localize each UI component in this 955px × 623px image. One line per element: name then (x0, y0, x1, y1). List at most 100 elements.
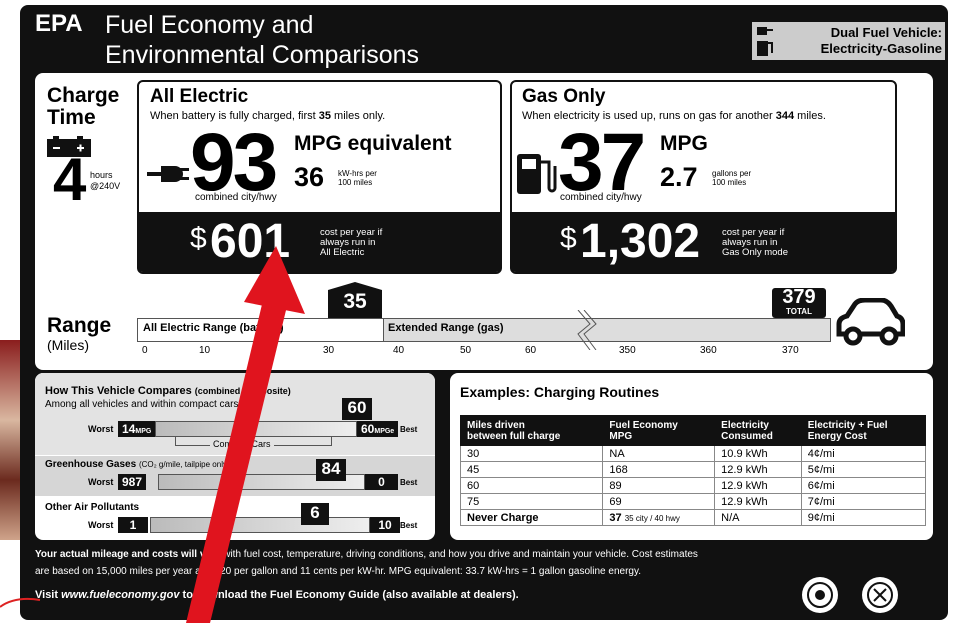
pollutants-scale (150, 517, 370, 533)
charge-hours: 4 (53, 150, 86, 210)
pump-icon (515, 148, 557, 198)
pollutants-rating: 6 (301, 503, 329, 525)
hours-unit: hours (90, 170, 113, 180)
range-label: Range (47, 314, 111, 338)
plug-icon (147, 163, 192, 185)
greenhouse-rating: 84 (316, 459, 346, 481)
note-text: miles. (794, 110, 826, 122)
best-value: 0 (365, 474, 398, 490)
worst-value: 1 (118, 517, 148, 533)
range-tick: 350 (619, 345, 636, 356)
cost-note-line: Gas Only mode (722, 247, 788, 258)
unit-line: 100 miles (338, 178, 372, 187)
gallons-unit: gallons per100 miles (712, 169, 751, 187)
table-row: 608912.9 kWh6¢/mi (461, 478, 926, 494)
compare-title: How This Vehicle Compares (combined comp… (45, 385, 291, 397)
cost-note-line: All Electric (320, 247, 364, 258)
all-electric-title: All Electric (150, 86, 248, 108)
extended-range-label: Extended Range (gas) (388, 322, 504, 334)
cell: 75 (461, 494, 603, 510)
plug-pump-icon (755, 25, 777, 57)
charge-time-line: Charge (47, 84, 119, 107)
worst-label: Worst (88, 424, 113, 434)
gallons-value: 2.7 (660, 162, 698, 193)
unit-line: gallons per (712, 169, 751, 178)
footer-bold: Your actual mileage and costs will vary (35, 549, 220, 560)
best-label: Best (400, 425, 417, 434)
charge-time-line: Time (47, 106, 96, 129)
footer-text: with fuel cost, temperature, driving con… (220, 549, 697, 560)
cell: NA (603, 446, 715, 462)
class-label: Compact Cars (210, 439, 274, 449)
car-icon (835, 298, 905, 348)
cell: 7¢/mi (801, 494, 925, 510)
range-tick: 50 (460, 345, 471, 356)
compare-title-note: (combined composite) (195, 386, 291, 396)
chip-number: 14 (122, 422, 135, 436)
agency-seals (800, 575, 900, 617)
range-tick: 30 (323, 345, 334, 356)
header-line: MPG (609, 431, 632, 442)
kwh-value: 36 (294, 162, 324, 193)
cell: 6¢/mi (801, 478, 925, 494)
cell: 89 (603, 478, 715, 494)
electric-cost: 601 (210, 214, 290, 270)
electric-range-label: All Electric Range (battery) (143, 322, 284, 334)
cell: 4¢/mi (801, 446, 925, 462)
pollutants-label: Other Air Pollutants (45, 502, 139, 513)
cost-symbol: $ (190, 222, 207, 256)
compare-subtitle: Among all vehicles and within compact ca… (45, 399, 238, 410)
worst-value: 987 (118, 474, 146, 490)
column-header: Miles drivenbetween full charge (461, 416, 603, 446)
range-tick: 20 (261, 345, 272, 356)
cell: 60 (461, 478, 603, 494)
cell: 12.9 kWh (715, 478, 802, 494)
best-value: 60MPGe (357, 421, 398, 437)
charge-time-label: ChargeTime (47, 85, 119, 129)
cell: 168 (603, 462, 715, 478)
cell-note: 35 city / 40 hwy (625, 514, 680, 523)
range-tick: 360 (700, 345, 717, 356)
note-miles: 344 (776, 110, 794, 122)
range-tick: 10 (199, 345, 210, 356)
cell: 12.9 kWh (715, 494, 802, 510)
badge: Dual Fuel Vehicle:Electricity-Gasoline (752, 22, 945, 60)
header-line: Energy Cost (808, 431, 867, 442)
chip-unit: MPGe (374, 428, 394, 435)
header-line: Electricity (721, 420, 769, 431)
cell: N/A (715, 510, 802, 526)
header-line: Consumed (721, 431, 773, 442)
chip-number: 60 (361, 422, 374, 436)
footer-line: Your actual mileage and costs will vary … (35, 549, 698, 560)
cell: 37 35 city / 40 hwy (603, 510, 715, 526)
cell: 5¢/mi (801, 462, 925, 478)
epa-logo-text: EPA (35, 10, 83, 38)
header-line: Miles driven (467, 420, 525, 431)
header-line: between full charge (467, 431, 560, 442)
mpge-label: MPG equivalent (294, 132, 452, 156)
electric-range-miles: 35 (328, 290, 382, 314)
cost-symbol: $ (560, 222, 577, 256)
cell: 45 (461, 462, 603, 478)
compare-title-text: How This Vehicle Compares (45, 385, 192, 397)
best-value: 10 (370, 517, 400, 533)
range-sublabel: (Miles) (47, 337, 89, 353)
header-line: Fuel Economy (609, 420, 677, 431)
header-line: Electricity + Fuel (808, 420, 888, 431)
worst-value: 14MPG (118, 421, 155, 437)
badge-text: Dual Fuel Vehicle:Electricity-Gasoline (821, 25, 942, 57)
page-body: EPA Fuel Economy andEnvironmental Compar… (0, 0, 955, 623)
range-tick: 0 (142, 345, 148, 356)
table-row: 756912.9 kWh7¢/mi (461, 494, 926, 510)
visit-text: to download the Fuel Economy Guide (also… (179, 589, 518, 601)
total-range-miles: 379 (772, 286, 826, 309)
cell: 69 (603, 494, 715, 510)
